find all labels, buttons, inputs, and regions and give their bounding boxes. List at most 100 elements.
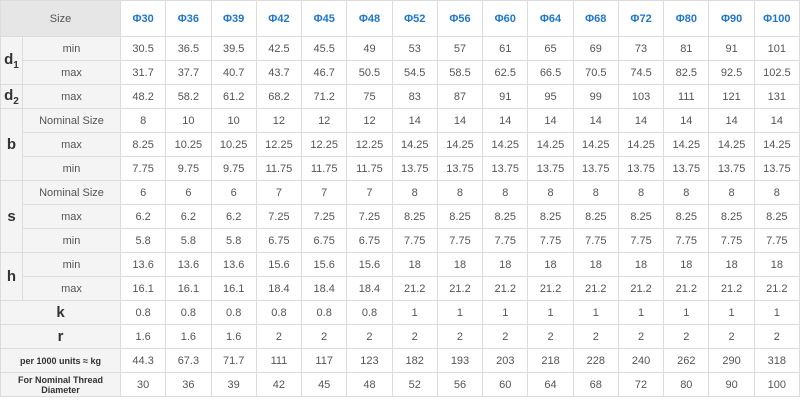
value-cell: 203 (482, 348, 529, 373)
row-sublabel: max (22, 84, 121, 109)
size-column-header: Φ72 (617, 0, 665, 37)
value-cell: 48.2 (119, 84, 167, 109)
value-cell: 21.2 (572, 276, 619, 301)
value-cell: 8.25 (527, 204, 574, 229)
row-sublabel: min (22, 228, 121, 253)
size-column-header: Φ60 (482, 0, 529, 37)
table-row: max 31.7 37.7 40.7 43.7 46.7 50.5 54.5 58.5 62.5 6… (1, 60, 800, 85)
value-cell: 102.5 (753, 60, 800, 85)
value-cell: 7 (346, 180, 393, 205)
value-cell: 44.3 (119, 348, 167, 373)
value-cell: 14 (708, 108, 755, 133)
size-column-header: Φ39 (210, 0, 257, 37)
value-cell: 2 (346, 324, 393, 349)
value-cell: 71.7 (210, 348, 257, 373)
value-cell: 12 (301, 108, 348, 133)
value-cell: 8.25 (119, 132, 167, 157)
value-cell: 87 (436, 84, 484, 109)
value-cell: 40.7 (210, 60, 257, 85)
value-cell: 37.7 (165, 60, 212, 85)
value-cell: 8 (527, 180, 574, 205)
value-cell: 6.2 (210, 204, 257, 229)
value-cell: 13.75 (391, 156, 438, 181)
value-cell: 1 (482, 300, 529, 325)
value-cell: 13.75 (708, 156, 755, 181)
value-cell: 14.25 (708, 132, 755, 157)
value-cell: 1.6 (165, 324, 212, 349)
row-sublabel: min (22, 156, 121, 181)
value-cell: 7.75 (527, 228, 574, 253)
value-cell: 6.75 (255, 228, 303, 253)
size-column-header: Φ68 (572, 0, 619, 37)
value-cell: 81 (663, 36, 710, 61)
value-cell: 14 (663, 108, 710, 133)
value-cell: 8 (708, 180, 755, 205)
value-cell: 2 (527, 324, 574, 349)
value-cell: 49 (346, 36, 393, 61)
size-column-header: Φ80 (663, 0, 710, 37)
row-label: r (0, 324, 121, 349)
value-cell: 9.75 (165, 156, 212, 181)
header-row: Size Φ30 Φ36 Φ39 Φ42 Φ45 Φ48 Φ52 Φ56 Φ60 Φ64 Φ68 Φ72… (0, 0, 800, 37)
value-cell: 7.75 (572, 228, 619, 253)
value-cell: 123 (346, 348, 393, 373)
value-cell: 11.75 (346, 156, 393, 181)
value-cell: 8.25 (753, 204, 800, 229)
value-cell: 21.2 (482, 276, 529, 301)
value-cell: 1 (527, 300, 574, 325)
value-cell: 193 (436, 348, 484, 373)
value-cell: 14.25 (663, 132, 710, 157)
value-cell: 66.5 (527, 60, 574, 85)
table-row: min 7.75 9.75 9.75 11.75 11.75 11.75 13.75 13.75… (1, 156, 800, 181)
value-cell: 12 (346, 108, 393, 133)
value-cell: 57 (436, 36, 484, 61)
value-cell: 16.1 (165, 276, 212, 301)
row-label: per 1000 units ≈ kg (0, 348, 121, 373)
value-cell: 7.75 (436, 228, 484, 253)
size-column-header: Φ64 (527, 0, 574, 37)
value-cell: 8 (436, 180, 484, 205)
value-cell: 1 (572, 300, 619, 325)
value-cell: 56 (436, 372, 484, 397)
value-cell: 64 (527, 372, 574, 397)
value-cell: 100 (753, 372, 800, 397)
value-cell: 18.4 (255, 276, 303, 301)
size-header: Size (0, 0, 121, 37)
value-cell: 121 (708, 84, 755, 109)
size-table: Size Φ30 Φ36 Φ39 Φ42 Φ45 Φ48 Φ52 Φ56 Φ60 Φ64 Φ68 Φ72… (0, 0, 800, 397)
size-column-header: Φ52 (391, 0, 438, 37)
value-cell: 68.2 (255, 84, 303, 109)
value-cell: 5.8 (165, 228, 212, 253)
value-cell: 2 (436, 324, 484, 349)
value-cell: 14.25 (482, 132, 529, 157)
value-cell: 1 (617, 300, 665, 325)
group-label: s (0, 180, 23, 253)
size-column-header: Φ90 (708, 0, 755, 37)
value-cell: 2 (255, 324, 303, 349)
value-cell: 2 (663, 324, 710, 349)
value-cell: 48 (346, 372, 393, 397)
value-cell: 42 (255, 372, 303, 397)
value-cell: 75 (346, 84, 393, 109)
value-cell: 43.7 (255, 60, 303, 85)
value-cell: 318 (753, 348, 800, 373)
value-cell: 15.6 (301, 252, 348, 277)
value-cell: 0.8 (119, 300, 167, 325)
value-cell: 8.25 (391, 204, 438, 229)
value-cell: 7.75 (617, 228, 665, 253)
value-cell: 14.25 (753, 132, 800, 157)
value-cell: 31.7 (119, 60, 167, 85)
value-cell: 92.5 (708, 60, 755, 85)
row-label: k (0, 300, 121, 325)
size-column-header: Φ30 (119, 0, 167, 37)
row-sublabel: Nominal Size (22, 180, 121, 205)
value-cell: 13.75 (617, 156, 665, 181)
value-cell: 0.8 (301, 300, 348, 325)
value-cell: 18 (572, 252, 619, 277)
group-symbol: d (4, 86, 14, 104)
value-cell: 8.25 (617, 204, 665, 229)
group-symbol: s (7, 208, 16, 225)
group-subscript: 1 (13, 59, 19, 71)
value-cell: 8 (572, 180, 619, 205)
value-cell: 1 (753, 300, 800, 325)
